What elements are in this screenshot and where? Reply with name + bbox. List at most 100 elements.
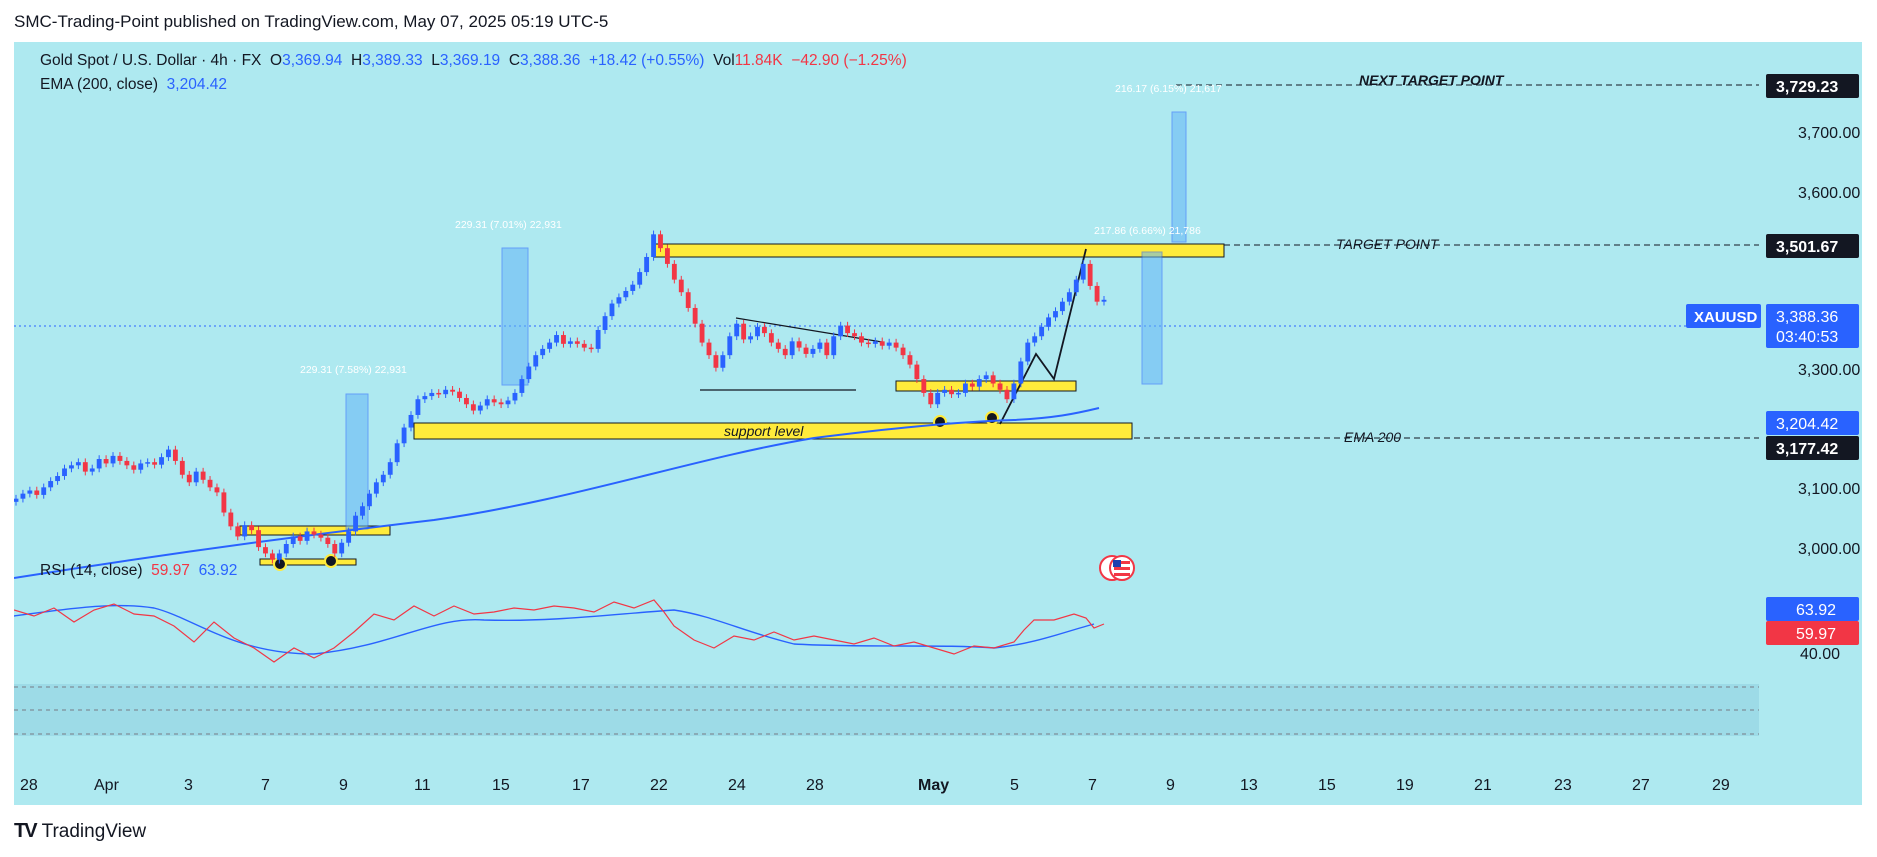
candles-group xyxy=(14,230,1107,564)
measure-bar-3[interactable] xyxy=(1141,251,1163,385)
chart-frame[interactable]: NEXT TARGET POINT TARGET POINT EMA 200 s… xyxy=(14,42,1862,805)
symbol-badge[interactable] xyxy=(1686,304,1761,328)
candle xyxy=(464,397,469,405)
time-tick: 3 xyxy=(184,777,193,794)
time-tick: 28 xyxy=(806,777,824,794)
candle xyxy=(256,530,261,548)
candle xyxy=(872,341,878,344)
candle xyxy=(290,536,296,544)
ohlc-legend[interactable]: Gold Spot / U.S. Dollar · 4h · FX O3,369… xyxy=(40,52,907,70)
candle xyxy=(110,455,116,464)
symbol-badge-text: XAUUSD xyxy=(1694,309,1758,326)
candle xyxy=(817,342,823,349)
time-tick: 9 xyxy=(1166,777,1175,794)
candle xyxy=(34,490,40,495)
candle xyxy=(561,335,566,344)
candle xyxy=(547,342,553,349)
time-tick: 7 xyxy=(1088,777,1097,794)
candle xyxy=(574,341,580,344)
measure-bar-4[interactable] xyxy=(1171,111,1187,243)
candle xyxy=(283,544,289,554)
candle xyxy=(969,383,975,387)
candle xyxy=(166,449,171,458)
candle xyxy=(907,355,913,365)
footer-brand[interactable]: TV TradingView xyxy=(14,820,146,843)
rsi-legend[interactable]: RSI (14, close) 59.97 63.92 xyxy=(40,562,237,580)
candle xyxy=(117,455,123,461)
target-badge[interactable] xyxy=(1766,234,1859,258)
rsi-blue-badge[interactable] xyxy=(1766,597,1859,621)
time-tick: 5 xyxy=(1010,777,1019,794)
candle xyxy=(27,490,33,494)
measure-bar-2[interactable] xyxy=(501,247,529,386)
ema-legend-value: 3,204.42 xyxy=(166,76,227,93)
rsi-red-badge[interactable] xyxy=(1766,621,1859,645)
candle xyxy=(942,389,948,393)
candle xyxy=(803,347,809,354)
candle xyxy=(1059,301,1065,312)
ema200-level-badge[interactable] xyxy=(1766,436,1859,460)
candle xyxy=(373,482,379,494)
price-chart[interactable]: NEXT TARGET POINT TARGET POINT EMA 200 s… xyxy=(14,42,1862,805)
target-zone[interactable] xyxy=(653,243,1225,258)
time-tick: 7 xyxy=(261,777,270,794)
candle xyxy=(623,290,629,298)
ema-badge[interactable] xyxy=(1766,411,1859,435)
volume-change: −42.90 (−1.25%) xyxy=(791,52,907,69)
candle xyxy=(152,462,158,465)
candle xyxy=(221,492,227,513)
last-price-badge[interactable] xyxy=(1766,304,1859,348)
candle xyxy=(879,341,885,346)
support-zone[interactable] xyxy=(413,422,1133,440)
rsi-line xyxy=(14,599,1105,663)
candle xyxy=(48,481,54,488)
demand-zone-low[interactable] xyxy=(259,558,357,566)
next-target-badge[interactable] xyxy=(1766,74,1859,98)
price-axis[interactable]: 3,700.00 3,600.00 3,300.00 3,100.00 3,00… xyxy=(1798,125,1860,663)
candle xyxy=(921,379,927,393)
candle xyxy=(360,506,365,516)
candle xyxy=(1039,326,1045,337)
high-value: 3,389.33 xyxy=(362,52,423,69)
candle xyxy=(859,336,864,343)
candle xyxy=(886,342,892,346)
measure-label-2: 229.31 (7.01%) 22,931 xyxy=(455,219,562,231)
ema-badge-text: 3,204.42 xyxy=(1776,416,1838,433)
open-value: 3,369.94 xyxy=(282,52,343,69)
candle xyxy=(900,347,906,356)
high-label: H xyxy=(351,52,363,69)
candle xyxy=(526,366,532,380)
measure-label-4: 216.17 (6.15%) 21,617 xyxy=(1115,83,1222,95)
candle xyxy=(353,515,358,532)
candle xyxy=(14,498,19,502)
rsi-signal-line xyxy=(14,604,1095,655)
candle xyxy=(554,335,559,343)
candle xyxy=(55,476,61,482)
candle xyxy=(498,402,504,405)
ema-legend[interactable]: EMA (200, close) 3,204.42 xyxy=(40,76,227,94)
time-axis[interactable]: 28 Apr 3 7 9 11 15 17 22 24 28 May 5 7 9… xyxy=(20,777,1730,794)
projection-path xyxy=(999,248,1087,425)
candle xyxy=(845,325,851,334)
volume-value: 11.84K xyxy=(734,52,783,69)
candle xyxy=(588,347,594,350)
candle xyxy=(200,471,206,480)
candle xyxy=(346,531,352,543)
candle xyxy=(1011,383,1017,400)
candle xyxy=(214,487,220,493)
us-flag-event-icon[interactable] xyxy=(1099,555,1135,581)
candle xyxy=(1004,389,1010,400)
publish-line: SMC-Trading-Point published on TradingVi… xyxy=(14,12,609,31)
candle xyxy=(1032,336,1038,343)
tradingview-logo-icon: TV xyxy=(14,820,38,842)
candle xyxy=(380,474,386,483)
low-value: 3,369.19 xyxy=(439,52,501,69)
candle xyxy=(297,536,303,541)
rsi-legend-value-1: 59.97 xyxy=(151,562,190,579)
candle xyxy=(1053,311,1058,318)
time-tick: 15 xyxy=(1318,777,1336,794)
candle xyxy=(685,292,691,308)
candle xyxy=(782,348,788,356)
candle xyxy=(89,468,95,472)
measure-label-1: 229.31 (7.58%) 22,931 xyxy=(300,364,407,376)
